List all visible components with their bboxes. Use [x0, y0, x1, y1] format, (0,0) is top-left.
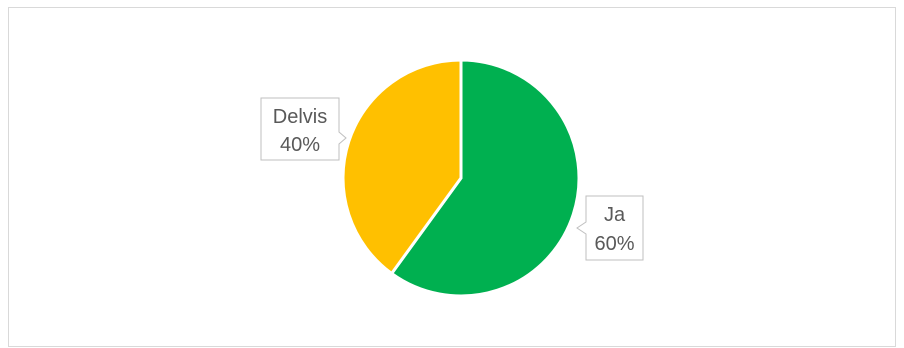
callout-ja: Ja 60% [576, 195, 644, 261]
slice-percent-ja: 60% [594, 233, 634, 255]
slice-percent-delvis: 40% [280, 134, 320, 156]
pie-slice-ja [390, 58, 581, 298]
callout-ja-box [576, 195, 644, 261]
slice-label-ja: Ja [604, 204, 626, 226]
pie-slices [341, 58, 581, 298]
callout-delvis-box [260, 97, 347, 161]
slice-label-delvis: Delvis [273, 106, 327, 128]
callout-delvis: Delvis 40% [260, 97, 347, 161]
pie-slice-delvis [341, 58, 463, 275]
pie-chart: Ja 60% Delvis 40% [260, 58, 644, 298]
chart-area: Ja 60% Delvis 40% [8, 7, 896, 347]
